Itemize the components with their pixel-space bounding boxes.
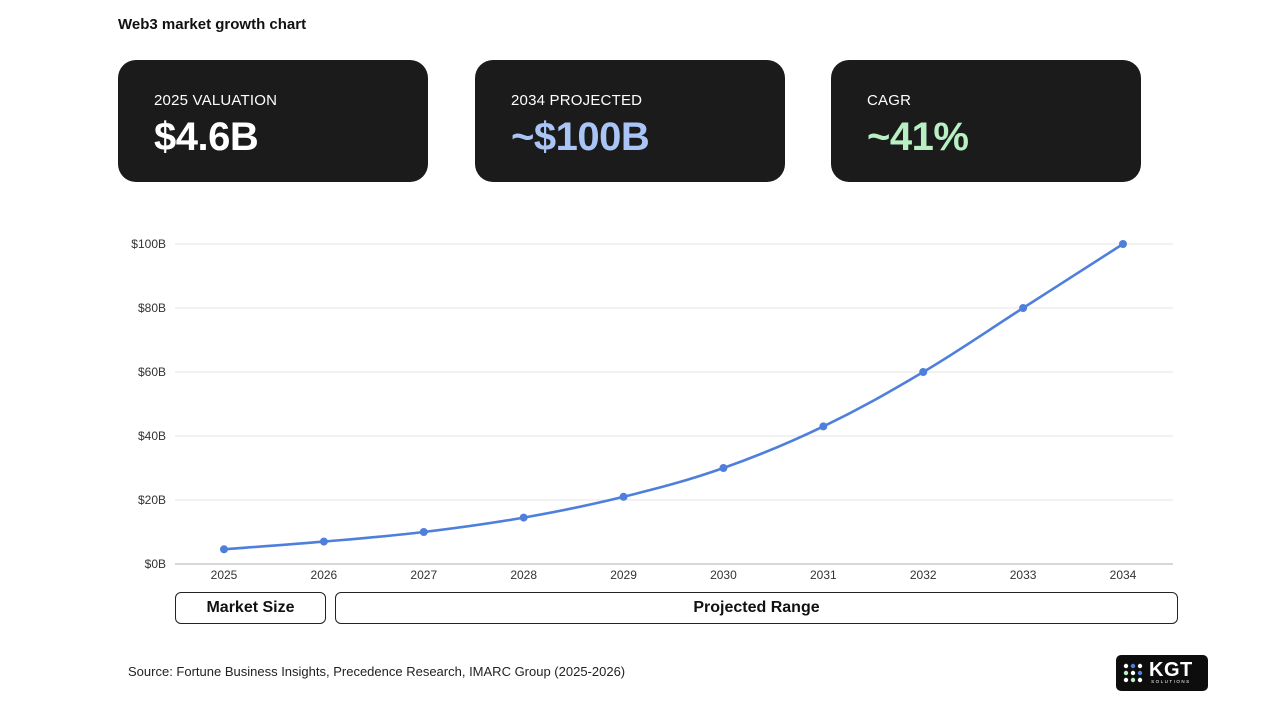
- x-tick-label: 2027: [410, 568, 437, 582]
- x-tick-label: 2028: [510, 568, 537, 582]
- stat-value-cagr: ~41%: [867, 115, 969, 159]
- y-tick-label: $60B: [138, 365, 166, 379]
- kgt-logo: KGT SOLUTIONS: [1116, 655, 1208, 691]
- page-title: Web3 market growth chart: [118, 16, 307, 33]
- kgt-logo-icon: [1123, 663, 1143, 683]
- stat-value-projected: ~$100B: [511, 115, 650, 159]
- stat-card-projected: 2034 PROJECTED ~$100B: [475, 60, 785, 182]
- stat-label-cagr: CAGR: [867, 92, 912, 109]
- point-layer: [220, 240, 1127, 554]
- x-tick-label: 2030: [710, 568, 737, 582]
- y-tick-label: $0B: [145, 557, 166, 571]
- stat-label-valuation: 2025 VALUATION: [154, 92, 278, 109]
- x-tick-label: 2026: [311, 568, 338, 582]
- stat-card-cagr: CAGR ~41%: [831, 60, 1141, 182]
- logo-sub-text: SOLUTIONS: [1151, 679, 1191, 684]
- projected-range-label: Projected Range: [335, 592, 1178, 624]
- data-point: [1019, 304, 1028, 312]
- data-point: [519, 513, 528, 522]
- axis-layer: $0B $20B $40B $60B $80B $100B 2025 2026 2027 2028…: [131, 237, 1173, 582]
- stat-label-projected: 2034 PROJECTED: [511, 92, 643, 109]
- series-line: [222, 242, 1125, 551]
- x-tick-label: 2033: [1010, 568, 1037, 582]
- data-point: [319, 537, 328, 546]
- logo-main-text: KGT: [1149, 659, 1193, 681]
- stat-value-valuation: $4.6B: [154, 115, 259, 159]
- data-point: [619, 492, 628, 501]
- x-tick-label: 2029: [610, 568, 637, 582]
- y-tick-label: $40B: [138, 429, 166, 443]
- data-point: [919, 368, 928, 376]
- source-note: Source: Fortune Business Insights, Prece…: [128, 664, 626, 679]
- grid-layer: [175, 243, 1173, 501]
- y-tick-label: $100B: [131, 237, 166, 251]
- market-size-range-label: Market Size: [175, 592, 326, 624]
- line-layer: [222, 242, 1125, 551]
- stat-card-valuation: 2025 VALUATION $4.6B: [118, 60, 428, 182]
- x-tick-label: 2032: [910, 568, 937, 582]
- data-point: [220, 545, 228, 554]
- x-tick-label: 2025: [211, 568, 238, 582]
- data-point: [819, 422, 828, 431]
- y-tick-label: $20B: [138, 493, 166, 507]
- data-point: [419, 528, 428, 536]
- data-point: [719, 464, 728, 472]
- x-tick-label: 2034: [1110, 568, 1137, 582]
- data-point: [1119, 240, 1127, 248]
- x-tick-label: 2031: [810, 568, 837, 582]
- y-tick-label: $80B: [138, 301, 166, 315]
